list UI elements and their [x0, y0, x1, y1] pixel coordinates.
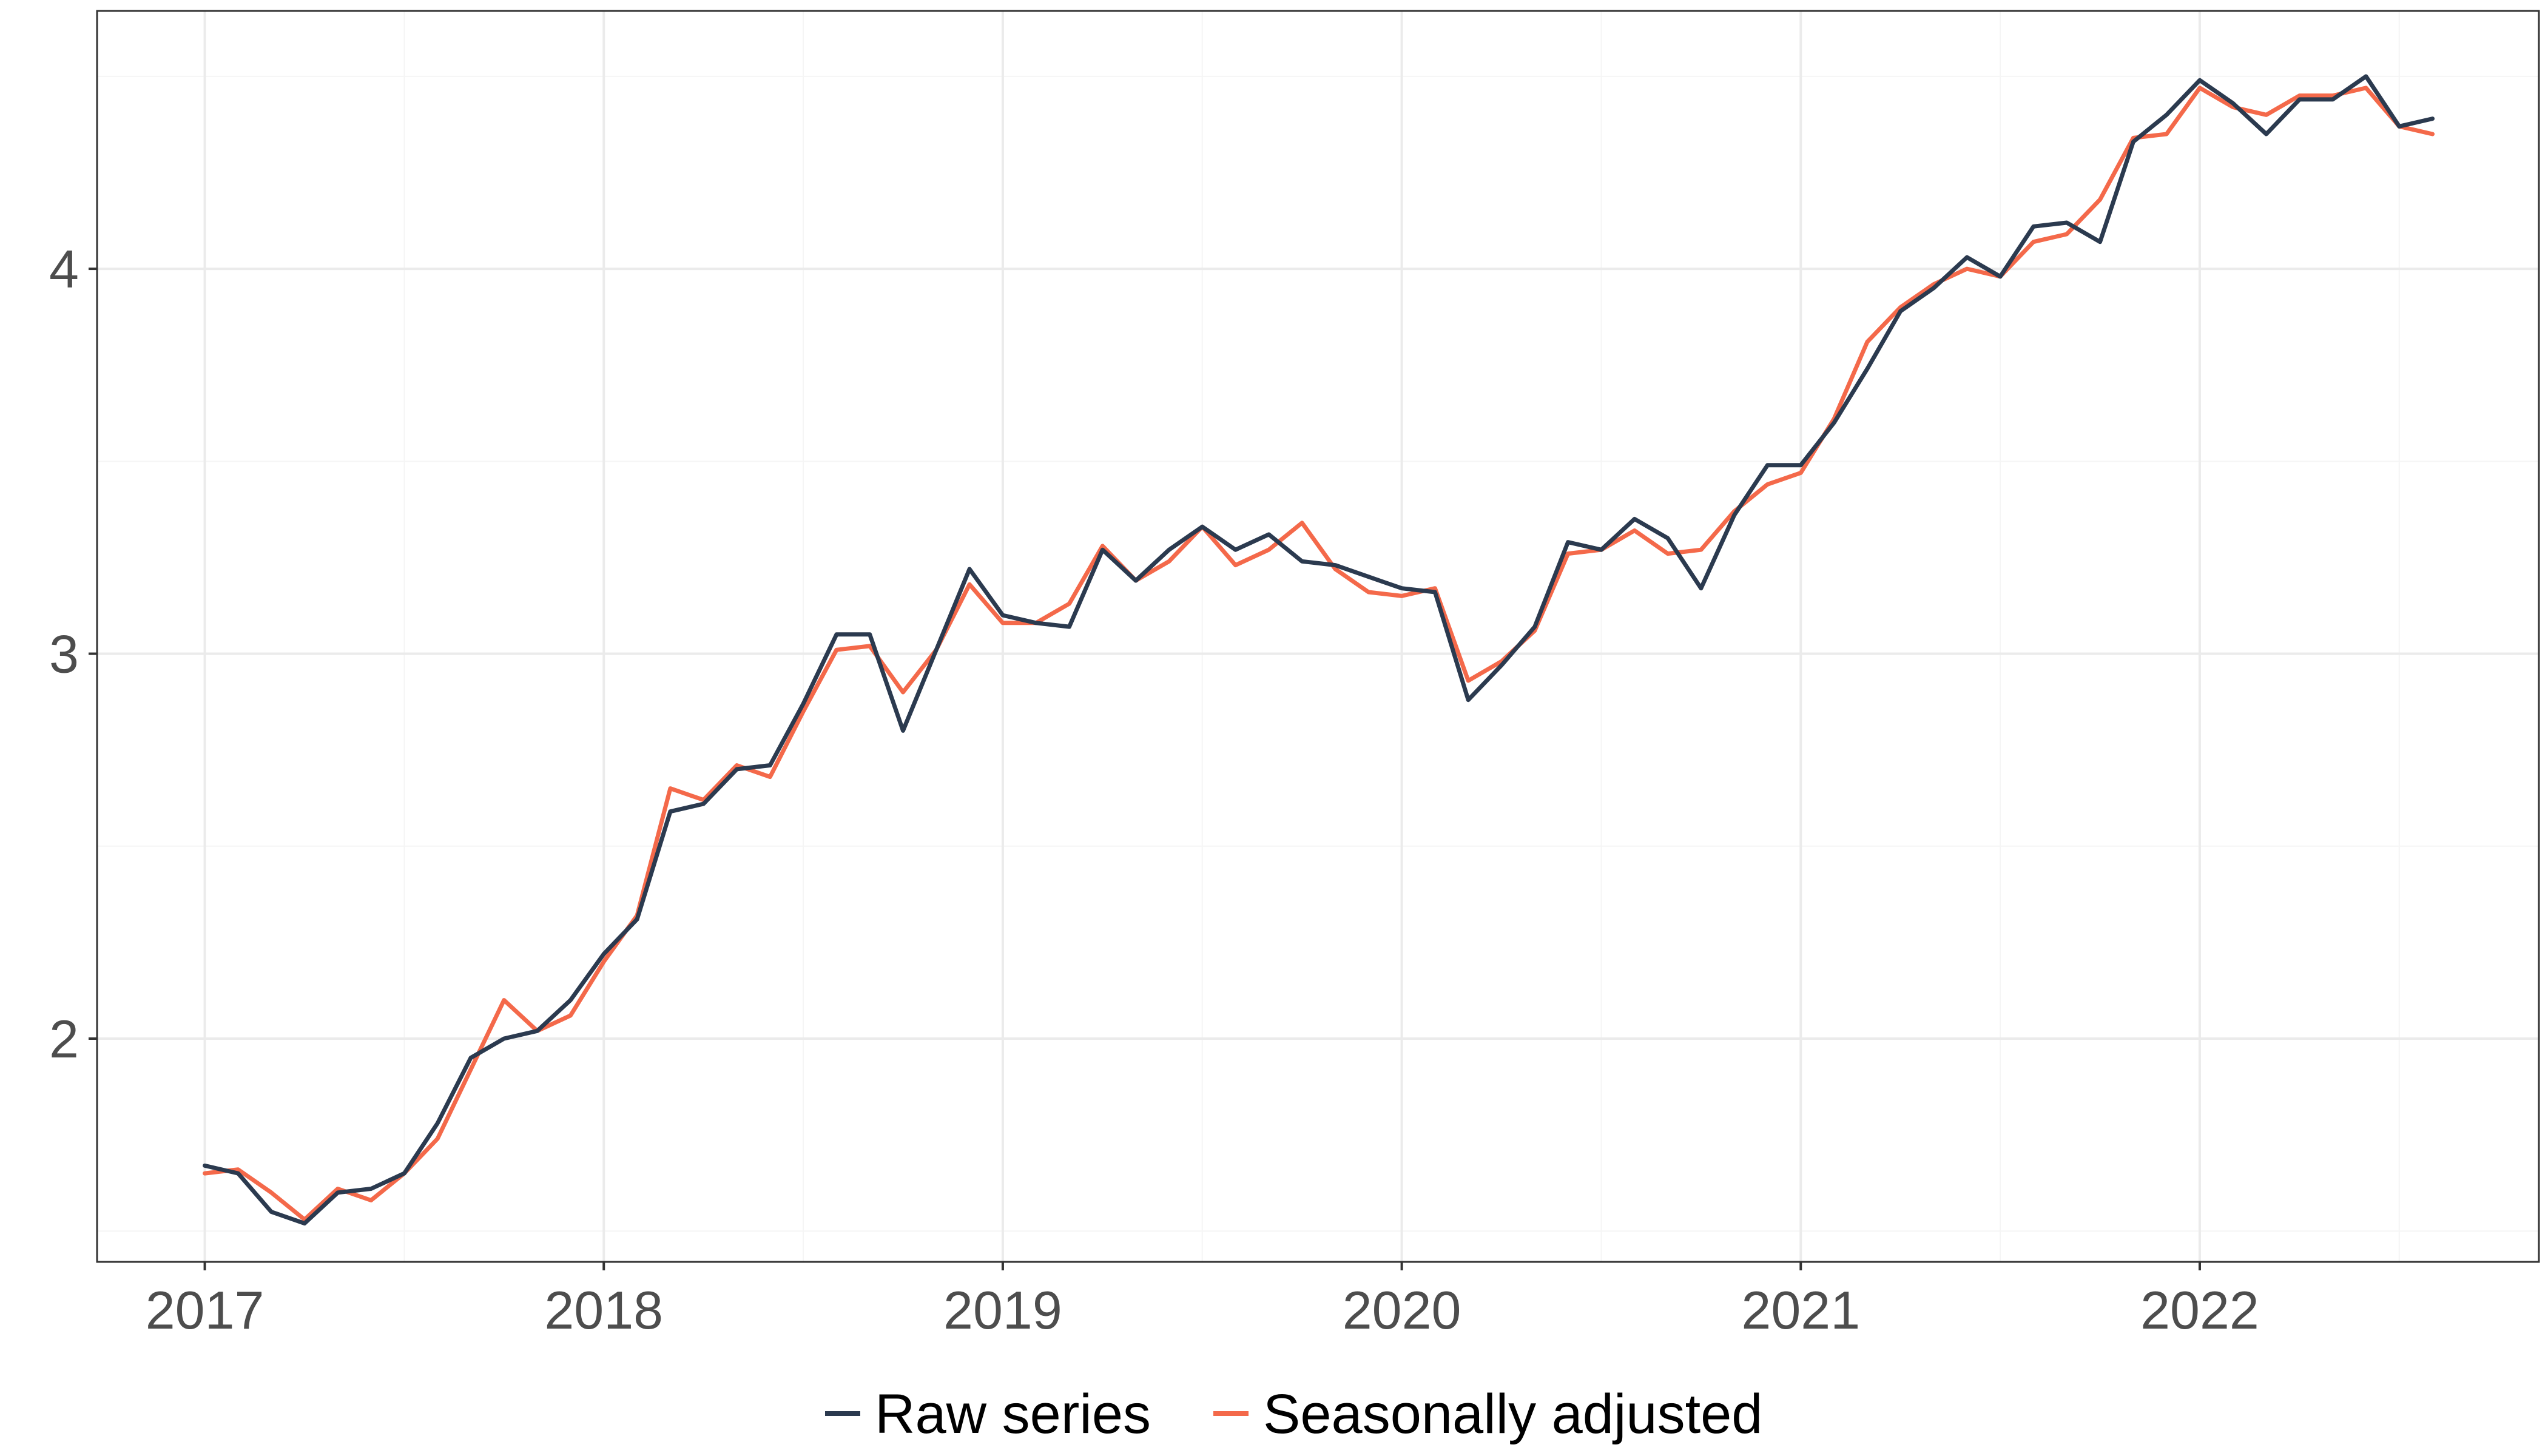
minor-gridlines	[97, 11, 2539, 1262]
x-tick-label: 2018	[544, 1280, 663, 1340]
x-axis: 2017 2018 2019 2020 2021 2022	[146, 1262, 2259, 1340]
y-tick-label: 3	[49, 624, 79, 684]
major-gridlines	[97, 11, 2539, 1262]
y-axis: 2 3 4	[49, 239, 97, 1069]
x-tick-label: 2021	[1741, 1280, 1860, 1340]
legend-label: Raw series	[875, 1383, 1151, 1445]
panel-border	[96, 10, 2540, 1263]
legend-item-seasonally-adjusted: Seasonally adjusted	[1213, 1383, 1762, 1445]
legend-item-raw-series: Raw series	[825, 1383, 1151, 1445]
x-tick-label: 2019	[943, 1280, 1062, 1340]
seasonally-adjusted-line	[203, 86, 2435, 1222]
x-tick-label: 2022	[2140, 1280, 2259, 1340]
x-tick-label: 2020	[1343, 1280, 1461, 1340]
series-lines	[203, 74, 2435, 1226]
legend: Raw series Seasonally adjusted	[825, 1383, 1762, 1445]
x-tick-label: 2017	[146, 1280, 265, 1340]
y-tick-label: 4	[49, 239, 79, 299]
legend-label: Seasonally adjusted	[1263, 1383, 1762, 1445]
y-tick-label: 2	[49, 1009, 79, 1069]
raw-series-line	[203, 74, 2435, 1226]
